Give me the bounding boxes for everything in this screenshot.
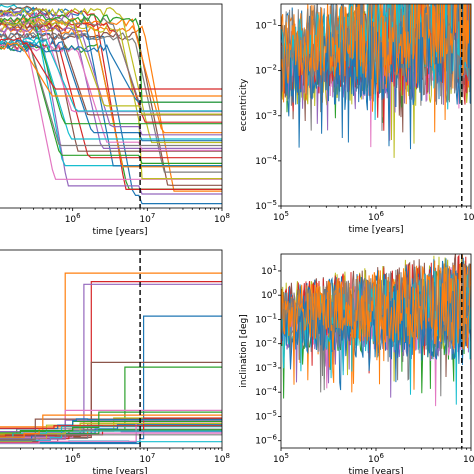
- y-tick-label: 10−2: [255, 64, 277, 77]
- y-axis-label: inclination [deg]: [239, 314, 249, 387]
- y-tick-label: 10−6: [255, 434, 277, 447]
- plot-frame: [0, 249, 223, 449]
- y-tick-label: 10−5: [255, 199, 277, 212]
- x-tick-label: 105: [273, 210, 289, 223]
- series-line: [0, 37, 222, 112]
- series-line: [0, 283, 222, 433]
- y-tick-label: 100: [261, 288, 277, 301]
- x-tick-label: 108: [214, 452, 230, 465]
- series-line: [0, 9, 222, 195]
- series-line: [0, 426, 222, 442]
- plot-frame: [0, 3, 223, 209]
- x-tick-label: 106: [368, 452, 384, 465]
- series-line: [0, 37, 222, 90]
- y-tick-label: 10−5: [255, 409, 277, 422]
- series-line: [0, 281, 222, 438]
- y-tick-label: 10−4: [255, 154, 277, 167]
- series-line: [0, 24, 222, 136]
- series-line: [0, 414, 222, 438]
- x-tick-label: 106: [65, 452, 81, 465]
- x-tick-label: 107: [463, 210, 474, 223]
- series-line: [0, 424, 222, 442]
- series-line: [0, 39, 222, 147]
- y-tick-label: 10−3: [255, 361, 277, 374]
- series-line: [0, 42, 222, 97]
- series-line: [0, 361, 222, 443]
- series-line: [0, 433, 222, 441]
- y-tick-label: 10−3: [255, 109, 277, 122]
- y-tick-label: 10−4: [255, 385, 277, 398]
- series-line: [0, 7, 222, 144]
- series-line: [0, 10, 222, 149]
- panel-bottom-left: 106 107 108 time [years]: [0, 249, 230, 474]
- series-line: [0, 9, 222, 190]
- series-line: [281, 4, 471, 150]
- series-line: [0, 32, 222, 205]
- x-tick-label: 107: [463, 452, 474, 465]
- panel-top-left: 106 107 108 time [years]: [0, 3, 230, 237]
- y-tick-label: 10−2: [255, 337, 277, 350]
- series-line: [0, 432, 222, 438]
- x-tick-label: 107: [139, 452, 155, 465]
- y-axis-label: eccentricity: [239, 78, 249, 131]
- x-axis-label: time [years]: [93, 467, 148, 474]
- series-line: [0, 21, 222, 123]
- x-axis-label: time [years]: [349, 225, 404, 235]
- x-tick-label: 106: [368, 210, 384, 223]
- series-line: [0, 36, 222, 140]
- series-line: [0, 38, 222, 142]
- y-tick-label: 10−1: [255, 312, 277, 325]
- y-tick-label: 10−1: [255, 19, 277, 32]
- series-line: [0, 272, 222, 440]
- y-tick-label: 101: [261, 264, 277, 277]
- panel-bottom-right: 105 106 107 time [years] inclination [deg] 10…: [239, 253, 474, 474]
- x-axis-label: time [years]: [349, 467, 404, 474]
- x-tick-label: 107: [139, 212, 155, 225]
- series-line: [0, 31, 222, 173]
- x-axis-label: time [years]: [93, 227, 148, 237]
- series-line: [281, 4, 471, 121]
- series-line: [0, 27, 222, 180]
- series-line: [0, 42, 222, 151]
- series-line: [0, 425, 222, 429]
- panel-top-right: 105 106 107 time [years] eccentricity 10−1 10−…: [239, 3, 474, 235]
- series-line: [0, 13, 222, 103]
- series-line: [281, 262, 471, 385]
- series-line: [0, 30, 222, 186]
- series-line: [0, 17, 222, 115]
- x-tick-label: 108: [214, 212, 230, 225]
- series-line: [0, 411, 222, 434]
- x-tick-label: 105: [273, 452, 289, 465]
- series-line: [0, 420, 222, 438]
- x-tick-label: 106: [65, 212, 81, 225]
- series-line: [0, 5, 222, 152]
